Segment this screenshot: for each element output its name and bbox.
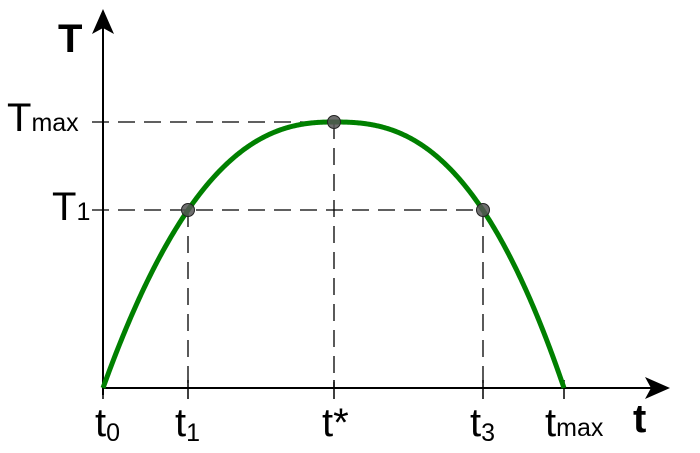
y-label-t1: T1 xyxy=(52,185,90,229)
point-t3 xyxy=(476,203,490,217)
y-label-tmax: Tmax xyxy=(7,96,79,140)
y-axis-title: T xyxy=(58,17,82,61)
point-t1 xyxy=(181,203,195,217)
x-label-tmax: tmax xyxy=(545,401,604,445)
point-tstar xyxy=(327,115,341,129)
x-label-tstar: t* xyxy=(322,401,349,445)
x-label-t1: t1 xyxy=(175,401,200,447)
x-label-t3: t3 xyxy=(470,401,495,447)
y-axis-arrow-icon xyxy=(92,9,114,34)
x-axis-title: t xyxy=(633,397,646,441)
x-label-t0: t0 xyxy=(95,401,120,447)
x-axis-arrow-icon xyxy=(645,377,670,399)
